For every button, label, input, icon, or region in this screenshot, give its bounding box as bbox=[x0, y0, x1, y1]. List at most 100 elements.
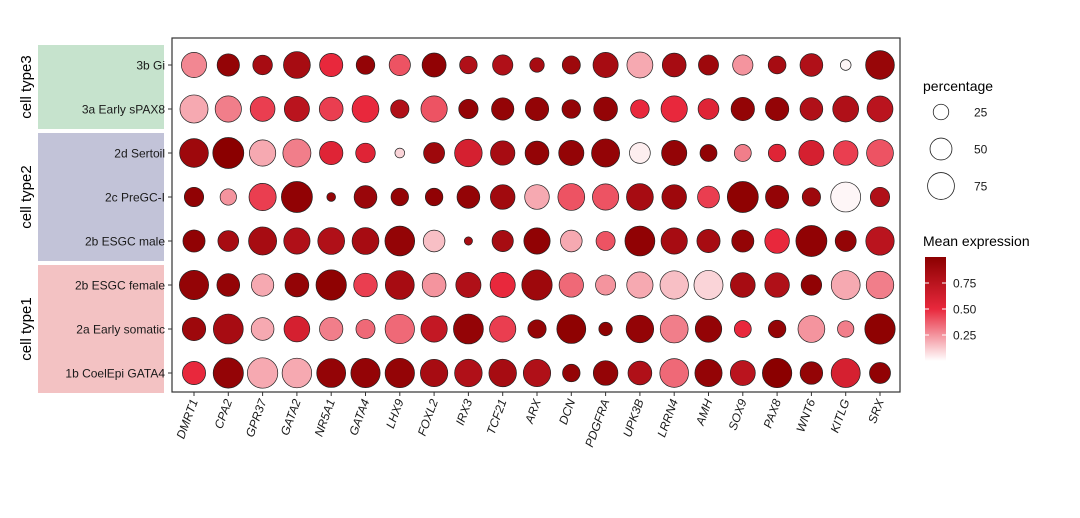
dot-3b-gi-sox9 bbox=[732, 54, 754, 76]
y-tick-label-2b-esgc-male: 2b ESGC male bbox=[85, 235, 165, 249]
x-tick-label-gata2: GATA2 bbox=[278, 397, 304, 437]
dot-2a-early-somatic-cpa2 bbox=[213, 313, 244, 345]
dot-2c-pregc-i-wnt6 bbox=[801, 187, 821, 207]
dot-1b-coelepi-gata4-tcf21 bbox=[488, 358, 517, 388]
dot-3b-gi-dcn bbox=[561, 55, 581, 75]
dot-2d-sertoil-dmrt1 bbox=[179, 138, 209, 168]
dot-2a-early-somatic-dcn bbox=[556, 314, 587, 344]
dot-2d-sertoil-sox9 bbox=[733, 144, 752, 162]
dot-2c-pregc-i-dmrt1 bbox=[183, 186, 205, 208]
dot-2c-pregc-i-lrrn4 bbox=[661, 184, 687, 210]
y-tick-label-2b-esgc-female: 2b ESGC female bbox=[75, 279, 165, 293]
dot-2a-early-somatic-tcf21 bbox=[489, 315, 517, 343]
dot-1b-coelepi-gata4-lrrn4 bbox=[659, 358, 689, 388]
group-label-cell-type1: cell type1 bbox=[18, 297, 35, 360]
dot-2b-esgc-male-cpa2 bbox=[217, 230, 240, 252]
dot-2b-esgc-female-pax8 bbox=[764, 272, 790, 298]
dot-3a-early-spax8-upk3b bbox=[630, 99, 650, 119]
dot-3a-early-spax8-pax8 bbox=[765, 96, 790, 122]
dot-2c-pregc-i-tcf21 bbox=[490, 184, 516, 210]
dot-2a-early-somatic-gpr37 bbox=[250, 317, 275, 341]
dot-2a-early-somatic-sox9 bbox=[733, 320, 752, 338]
dot-2a-early-somatic-irx3 bbox=[453, 313, 484, 345]
dot-2b-esgc-female-sox9 bbox=[730, 272, 756, 298]
dot-3b-gi-irx3 bbox=[459, 55, 478, 75]
dot-2d-sertoil-dcn bbox=[558, 140, 585, 166]
group-label-cell-type2: cell type2 bbox=[18, 165, 35, 228]
dot-2b-esgc-male-arx bbox=[523, 227, 551, 255]
y-axis-labels: 3b Gi 3a Early sPAX8 2d Sertoil 2c PreGC-I 2… bbox=[65, 59, 165, 381]
dot-2b-esgc-male-gata4 bbox=[351, 227, 380, 255]
plot-panel bbox=[171, 37, 901, 393]
dot-2c-pregc-i-kitlg bbox=[830, 181, 861, 213]
dot-2b-esgc-female-lhx9 bbox=[384, 270, 415, 300]
dot-2b-esgc-female-dmrt1 bbox=[179, 270, 209, 300]
dot-2d-sertoil-nr5a1 bbox=[319, 140, 344, 166]
x-axis-labels: DMRT1 CPA2 GPR37 GATA2 NR5A1 GATA4 LHX9 FOXL2 IR… bbox=[174, 396, 888, 449]
dot-3b-gi-gata4 bbox=[355, 55, 376, 75]
dot-2c-pregc-i-nr5a1 bbox=[326, 192, 336, 202]
dot-2d-sertoil-arx bbox=[524, 140, 550, 166]
dot-2c-pregc-i-gata4 bbox=[353, 185, 378, 209]
dot-2b-esgc-female-wnt6 bbox=[800, 274, 823, 296]
size-legend-circle-25 bbox=[932, 103, 950, 121]
dot-1b-coelepi-gata4-dmrt1 bbox=[182, 361, 206, 385]
dot-3a-early-spax8-cpa2 bbox=[214, 95, 242, 123]
dot-2b-esgc-male-srx bbox=[865, 226, 895, 256]
x-axis-ticks bbox=[193, 392, 881, 396]
dot-3a-early-spax8-kitlg bbox=[832, 95, 860, 123]
dot-2d-sertoil-amh bbox=[699, 144, 718, 162]
dot-2a-early-somatic-gata2 bbox=[283, 315, 311, 343]
dot-1b-coelepi-gata4-amh bbox=[694, 359, 723, 387]
dot-2b-esgc-female-cpa2 bbox=[216, 273, 241, 297]
size-legend-label-50: 50 bbox=[974, 143, 988, 157]
dot-2b-esgc-male-lhx9 bbox=[384, 225, 416, 257]
color-legend-title: Mean expression bbox=[923, 233, 1030, 249]
dot-2d-sertoil-lhx9 bbox=[394, 147, 406, 159]
dot-3b-gi-lhx9 bbox=[388, 54, 411, 76]
x-tick-label-gpr37: GPR37 bbox=[243, 396, 270, 439]
dot-1b-coelepi-gata4-lhx9 bbox=[384, 357, 415, 389]
dot-2b-esgc-male-nr5a1 bbox=[317, 227, 345, 255]
dot-2c-pregc-i-arx bbox=[524, 184, 550, 210]
x-tick-label-foxl2: FOXL2 bbox=[415, 397, 441, 438]
size-legend-label-25: 25 bbox=[974, 106, 988, 120]
dot-2a-early-somatic-pdgfra bbox=[598, 321, 613, 337]
dot-2d-sertoil-gata4 bbox=[355, 142, 376, 164]
dots-layer bbox=[179, 50, 896, 389]
dot-3b-gi-kitlg bbox=[839, 59, 852, 71]
dot-2d-sertoil-gpr37 bbox=[249, 139, 277, 167]
y-tick-label-2c-pregc-i: 2c PreGC-I bbox=[105, 191, 165, 205]
color-legend-label-0: 0.75 bbox=[953, 277, 977, 291]
dot-3a-early-spax8-wnt6 bbox=[799, 97, 824, 121]
x-tick-label-pax8: PAX8 bbox=[761, 397, 784, 430]
dot-3a-early-spax8-foxl2 bbox=[420, 95, 448, 123]
dot-2b-esgc-male-dmrt1 bbox=[182, 229, 206, 253]
dot-1b-coelepi-gata4-nr5a1 bbox=[316, 358, 347, 388]
dot-2c-pregc-i-gata2 bbox=[281, 181, 313, 213]
dot-2b-esgc-male-sox9 bbox=[731, 229, 755, 253]
x-tick-label-lhx9: LHX9 bbox=[383, 397, 407, 430]
dot-2b-esgc-male-pax8 bbox=[764, 228, 790, 254]
dot-2c-pregc-i-foxl2 bbox=[424, 187, 444, 207]
dot-1b-coelepi-gata4-upk3b bbox=[627, 360, 653, 386]
dot-1b-coelepi-gata4-cpa2 bbox=[212, 357, 244, 389]
dot-3b-gi-amh bbox=[698, 54, 719, 76]
x-tick-label-lrrn4: LRRN4 bbox=[654, 397, 681, 439]
size-legend: percentage 25 50 75 bbox=[923, 78, 993, 200]
group-strip-cell-type3 bbox=[38, 45, 164, 129]
dot-2a-early-somatic-gata4 bbox=[355, 319, 376, 339]
dot-2a-early-somatic-upk3b bbox=[625, 314, 655, 344]
dot-1b-coelepi-gata4-foxl2 bbox=[420, 358, 449, 388]
x-tick-label-dcn: DCN bbox=[556, 397, 578, 427]
dot-2c-pregc-i-gpr37 bbox=[248, 183, 277, 211]
dot-2b-esgc-male-lrrn4 bbox=[660, 227, 688, 255]
dot-2c-pregc-i-pdgfra bbox=[592, 183, 620, 211]
y-tick-label-2a-early-somatic: 2a Early somatic bbox=[76, 323, 165, 337]
dot-2d-sertoil-cpa2 bbox=[212, 137, 245, 169]
dot-2a-early-somatic-lhx9 bbox=[384, 313, 415, 345]
dot-2d-sertoil-upk3b bbox=[629, 142, 651, 164]
dot-2c-pregc-i-lhx9 bbox=[390, 187, 409, 207]
dot-3b-gi-arx bbox=[529, 57, 545, 73]
dot-3a-early-spax8-amh bbox=[697, 98, 720, 120]
